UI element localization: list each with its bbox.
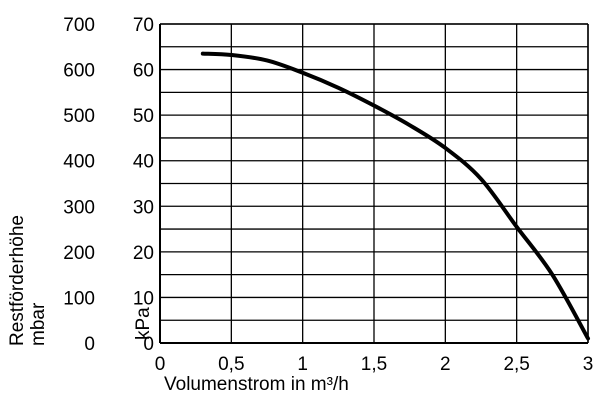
x-tick-labels: 0 0,5 1 1,5 2 2,5 3 [155,354,594,375]
x-tick-label: 0,5 [218,354,244,375]
x-tick-label: 2,5 [503,354,529,375]
y-tick-label-mbar: 300 [63,197,95,218]
y-tick-labels-kpa: 0 10 20 30 40 50 60 70 [133,15,154,355]
y-tick-labels-mbar: 0 100 200 300 400 500 600 700 [63,15,95,355]
y-tick-label-mbar: 500 [63,106,95,127]
y-tick-label-kpa: 10 [133,288,154,309]
y-tick-label-kpa: 40 [133,152,154,173]
y-tick-label-kpa: 70 [133,15,154,36]
y-tick-label-kpa: 30 [133,197,154,218]
y-tick-label-mbar: 700 [63,15,95,36]
y-tick-label-mbar: 200 [63,243,95,264]
y-axis-label-mbar: mbar [28,302,49,346]
y-axis-label-restfoerderhoehe: Restförderhöhe [7,215,28,346]
y-tick-label-kpa: 50 [133,106,154,127]
x-tick-label: 2 [440,354,451,375]
y-tick-label-mbar: 100 [63,288,95,309]
y-tick-label-mbar: 400 [63,152,95,173]
y-tick-label-mbar: 0 [84,334,95,355]
x-axis-label: Volumenstrom in m³/h [164,374,349,395]
y-tick-label-kpa: 60 [133,61,154,82]
x-tick-label: 1 [297,354,308,375]
y-axis-label-kpa: kPa [133,307,154,340]
x-tick-label: 3 [583,354,594,375]
x-tick-label: 1,5 [361,354,387,375]
y-tick-label-kpa: 0 [143,334,154,355]
grid [159,23,589,344]
y-tick-label-mbar: 600 [63,61,95,82]
series-line [200,51,590,341]
y-tick-label-kpa: 20 [133,243,154,264]
x-tick-label: 0 [155,354,166,375]
